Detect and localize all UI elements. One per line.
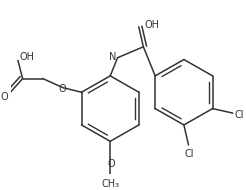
Text: CH₃: CH₃	[101, 179, 119, 189]
Text: OH: OH	[20, 52, 35, 62]
Text: N: N	[109, 52, 117, 62]
Text: O: O	[58, 84, 66, 94]
Text: OH: OH	[144, 20, 159, 30]
Text: Cl: Cl	[235, 110, 244, 120]
Text: O: O	[107, 159, 115, 169]
Text: O: O	[0, 92, 8, 102]
Text: Cl: Cl	[185, 150, 194, 159]
